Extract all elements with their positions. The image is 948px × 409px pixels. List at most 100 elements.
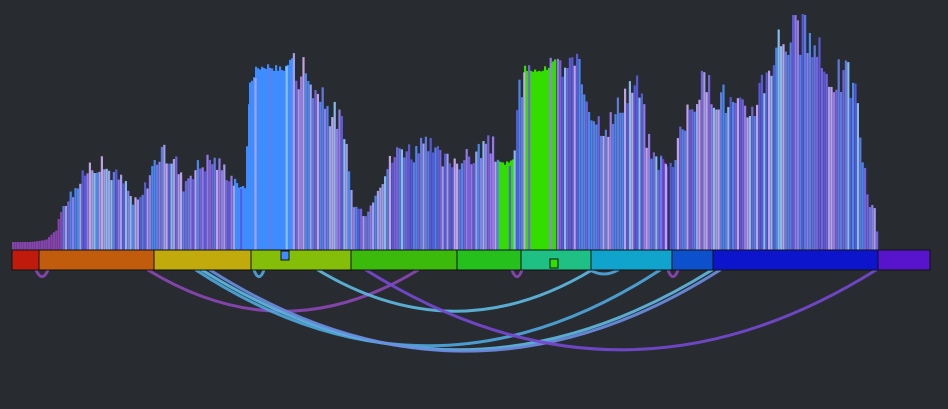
coverage-bar xyxy=(55,230,58,250)
coverage-bar xyxy=(338,109,341,251)
coverage-bar xyxy=(703,72,706,250)
position-marker[interactable] xyxy=(549,258,559,269)
coverage-bar xyxy=(36,241,39,250)
coverage-bar xyxy=(573,65,576,250)
coverage-bar xyxy=(139,196,142,250)
coverage-bar xyxy=(287,64,290,250)
coverage-bar xyxy=(367,211,370,250)
coverage-bar xyxy=(705,92,708,250)
coverage-bar xyxy=(777,29,780,250)
coverage-bar xyxy=(180,172,183,250)
coverage-bar xyxy=(295,80,298,251)
segment-block[interactable] xyxy=(250,249,352,271)
segment-block[interactable] xyxy=(11,249,40,271)
connection-arc[interactable] xyxy=(666,268,680,279)
coverage-bar xyxy=(267,64,270,250)
connection-arc[interactable] xyxy=(34,268,50,279)
coverage-bar xyxy=(866,194,869,250)
coverage-bar xyxy=(364,216,367,250)
connection-arc[interactable] xyxy=(510,268,524,279)
coverage-bar xyxy=(220,170,223,250)
coverage-bar xyxy=(655,156,658,250)
coverage-bar xyxy=(657,169,660,250)
coverage-bar xyxy=(751,106,754,251)
coverage-bar xyxy=(263,67,266,251)
segment-block[interactable] xyxy=(456,249,522,271)
coverage-bar xyxy=(100,156,103,250)
segment-block[interactable] xyxy=(671,249,714,271)
position-marker[interactable] xyxy=(280,250,290,261)
coverage-bar xyxy=(60,211,63,250)
coverage-bar xyxy=(360,208,363,250)
coverage-bar xyxy=(744,105,747,251)
coverage-bar xyxy=(240,188,243,250)
segment-block[interactable] xyxy=(153,249,252,271)
coverage-bar xyxy=(775,47,778,250)
coverage-bar xyxy=(643,104,646,250)
segment-block[interactable] xyxy=(38,249,155,271)
coverage-bar xyxy=(830,86,833,250)
coverage-bar xyxy=(91,170,94,250)
connection-arc[interactable] xyxy=(364,268,878,352)
coverage-bar xyxy=(636,75,639,250)
coverage-bar xyxy=(621,112,624,251)
coverage-bar xyxy=(26,242,29,250)
coverage-bar xyxy=(672,167,675,250)
coverage-bar xyxy=(669,162,672,250)
coverage-bar xyxy=(739,97,742,250)
segment-block[interactable] xyxy=(712,249,879,271)
coverage-bar xyxy=(512,159,515,250)
coverage-bar xyxy=(281,70,284,250)
coverage-bar xyxy=(446,153,449,250)
coverage-bar xyxy=(684,130,687,250)
connection-arc[interactable] xyxy=(194,268,662,348)
coverage-bar xyxy=(708,74,711,251)
coverage-bar xyxy=(242,185,245,250)
coverage-bar xyxy=(448,163,451,250)
coverage-bar xyxy=(727,107,730,250)
coverage-bar xyxy=(218,158,221,250)
coverage-bar xyxy=(148,175,151,250)
coverage-bar xyxy=(108,170,111,250)
coverage-bar xyxy=(712,107,715,250)
coverage-bar xyxy=(122,183,125,250)
connection-arc[interactable] xyxy=(316,268,594,313)
coverage-bar xyxy=(484,143,487,250)
coverage-bar xyxy=(772,65,775,250)
coverage-bar xyxy=(631,92,634,250)
coverage-bar xyxy=(842,70,845,251)
connection-arc[interactable] xyxy=(208,268,722,353)
coverage-bar xyxy=(62,206,65,250)
coverage-bar xyxy=(871,204,874,250)
connection-arc[interactable] xyxy=(252,268,266,279)
coverage-bar xyxy=(429,137,432,250)
segment-block[interactable] xyxy=(590,249,673,271)
coverage-bar xyxy=(724,112,727,251)
coverage-bar xyxy=(768,70,771,250)
connection-arc[interactable] xyxy=(588,268,620,276)
coverage-bar xyxy=(350,189,353,250)
coverage-bar xyxy=(254,78,257,250)
coverage-bar xyxy=(321,87,324,251)
coverage-bar xyxy=(592,121,595,250)
coverage-bar xyxy=(422,143,425,250)
coverage-bar xyxy=(523,72,526,251)
coverage-bar xyxy=(324,108,327,250)
coverage-bar xyxy=(820,68,823,250)
coverage-bar xyxy=(609,112,612,250)
segment-block[interactable] xyxy=(350,249,458,271)
coverage-bar xyxy=(74,188,77,250)
coverage-bar xyxy=(124,181,127,250)
coverage-bar xyxy=(844,60,847,251)
coverage-bar xyxy=(127,190,130,250)
coverage-bar xyxy=(246,146,249,250)
coverage-bar xyxy=(391,162,394,250)
coverage-bar xyxy=(285,66,288,250)
coverage-bar xyxy=(384,176,387,250)
coverage-bar xyxy=(261,66,264,251)
segment-block[interactable] xyxy=(877,249,931,271)
coverage-bar xyxy=(134,197,137,250)
coverage-bar xyxy=(265,68,268,251)
coverage-bar xyxy=(806,53,809,250)
